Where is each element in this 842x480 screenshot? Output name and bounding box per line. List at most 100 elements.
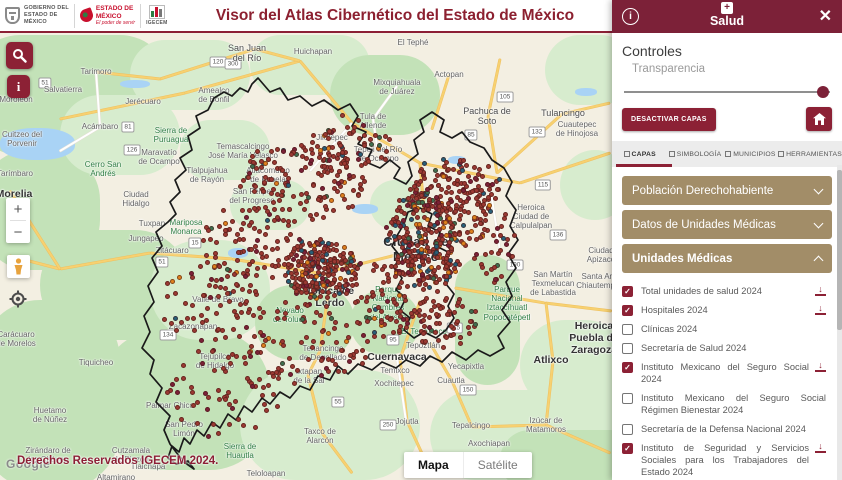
panel-scrollbar[interactable] [837,165,842,480]
logo-estado-de-mexico: ESTADO DE MÉXICO El poder de servir [75,0,140,31]
layer-label[interactable]: Secretaría de Salud 2024 [641,342,747,353]
health-unit-dot [445,184,451,190]
checkbox-unchecked[interactable] [622,323,633,335]
deactivate-layers-button[interactable]: DESACTIVAR CAPAS [622,107,716,131]
health-unit-dot [409,217,415,223]
health-unit-dot [224,267,230,273]
layer-label[interactable]: Clínicas 2024 [641,323,698,334]
health-unit-dot [466,236,472,242]
health-unit-dot [320,339,326,345]
health-unit-dot [388,317,394,323]
health-unit-dot [293,268,299,274]
health-unit-dot [346,205,352,211]
health-unit-dot [233,398,239,404]
health-unit-dot [172,316,178,322]
health-unit-dot [308,146,314,152]
download-icon[interactable]: ↓ [815,441,826,453]
health-unit-dot [230,288,236,294]
accordion-datos-de-unidades-m-dicas[interactable]: Datos de Unidades Médicas [622,210,832,239]
health-unit-dot [461,157,467,163]
checkbox-unchecked[interactable] [622,423,633,435]
tab-municipios[interactable]: MUNICIPIOS [723,141,778,167]
health-unit-dot [336,169,342,175]
health-unit-dot [297,236,303,242]
tab-simbologa[interactable]: SIMBOLOGÍA [667,141,722,167]
health-unit-dot [405,202,411,208]
health-unit-dot [191,328,197,334]
layer-label[interactable]: Secretaría de la Defensa Nacional 2024 [641,423,806,434]
health-unit-dot [421,287,427,293]
health-unit-dot [322,265,328,271]
my-location-button[interactable] [9,290,27,308]
scrollbar-thumb[interactable] [837,170,842,330]
health-unit-dot [292,381,298,387]
accordion-unidades-m-dicas[interactable]: Unidades Médicas [622,244,832,273]
health-unit-dot [432,178,438,184]
zoom-out-button[interactable]: − [13,223,23,241]
accordion-label: Población Derechohabiente [632,184,774,197]
health-unit-dot [380,333,386,339]
health-unit-dot [417,312,423,318]
transparency-slider[interactable] [624,85,830,99]
checkbox-unchecked[interactable] [622,392,633,404]
download-icon[interactable]: ↓ [815,303,826,315]
layer-label[interactable]: Instituto Mexicano del Seguro Social 202… [641,361,809,384]
layer-label[interactable]: Instituto Mexicano del Seguro Social Rég… [641,392,826,415]
map-place-label: Altamirano [96,473,136,480]
accordion-poblaci-n-derechohabiente[interactable]: Población Derechohabiente [622,176,832,205]
health-unit-dot [365,319,371,325]
health-unit-dot [428,307,434,313]
tab-herramientas[interactable]: HERRAMIENTAS [778,141,842,167]
health-unit-dot [249,164,255,170]
map-info-button[interactable]: i [7,75,30,98]
health-unit-dot [434,279,440,285]
street-view-pegman-button[interactable] [7,255,30,278]
slider-knob[interactable] [817,86,829,98]
health-unit-dot [314,143,320,149]
health-unit-dot [299,316,305,322]
checkbox-checked[interactable]: ✓ [622,304,633,316]
health-unit-dot [413,208,419,214]
health-unit-dot [273,263,279,269]
zoom-in-button[interactable]: + [13,200,23,218]
health-unit-dot [324,304,330,310]
layer-label[interactable]: Instituto de Seguridad y Servicios Socia… [641,442,809,477]
checkbox-checked[interactable]: ✓ [622,285,633,297]
health-unit-dot [303,191,309,197]
health-unit-dot [415,243,421,249]
layer-label[interactable]: Total unidades de salud 2024 [641,285,762,296]
health-unit-dot [425,187,431,192]
health-unit-dot [317,313,323,319]
download-icon[interactable]: ↓ [815,360,826,372]
health-unit-dot [313,280,319,286]
health-unit-dot [385,271,391,277]
health-unit-dot [494,262,500,268]
panel-close-button[interactable]: ✕ [818,7,832,25]
tab-capas[interactable]: CAPAS [612,141,667,167]
health-unit-dot [284,236,290,242]
basemap-satellite-button[interactable]: Satélite [462,452,532,478]
checkbox-checked[interactable]: ✓ [622,361,633,373]
health-unit-dot [164,294,170,300]
health-unit-dot [205,259,211,265]
health-unit-dot [493,239,499,245]
health-unit-dot [425,244,431,250]
health-unit-dot [485,163,491,169]
layer-label[interactable]: Hospitales 2024 [641,304,708,315]
panel-info-button[interactable]: i [622,8,639,25]
map-search-button[interactable] [6,42,33,69]
health-unit-dot [238,227,244,233]
basemap-map-button[interactable]: Mapa [418,458,449,472]
health-unit-dot [361,332,367,338]
checkbox-checked[interactable]: ✓ [622,442,633,454]
health-unit-dot [347,251,353,257]
accordion-label: Datos de Unidades Médicas [632,218,776,231]
download-icon[interactable]: ↓ [815,284,826,296]
checkbox-unchecked[interactable] [622,342,633,354]
municipalities-icon [725,151,732,157]
home-extent-button[interactable] [806,107,832,131]
health-unit-dot [220,365,226,371]
health-unit-dot [436,337,442,343]
health-unit-dot [195,348,201,354]
health-unit-dot [427,325,433,331]
